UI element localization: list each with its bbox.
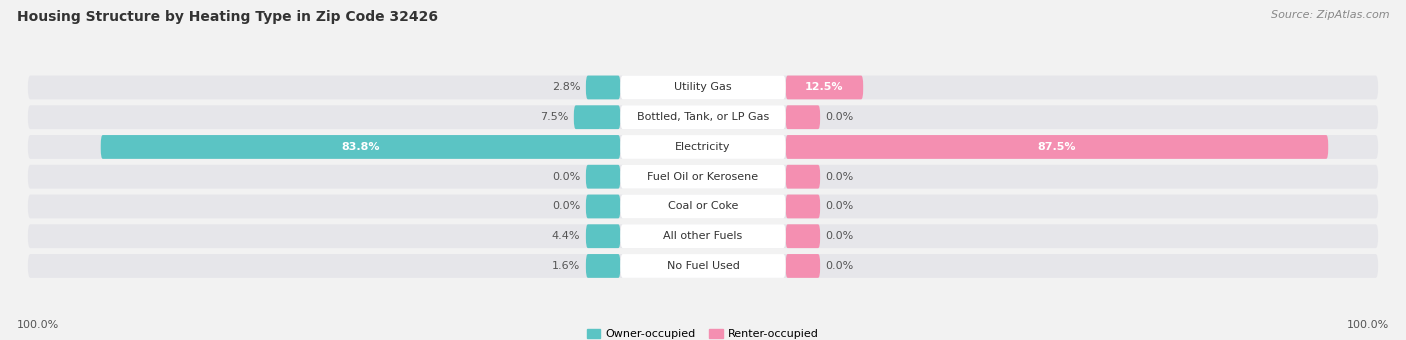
- Legend: Owner-occupied, Renter-occupied: Owner-occupied, Renter-occupied: [586, 329, 820, 339]
- FancyBboxPatch shape: [28, 75, 1378, 99]
- FancyBboxPatch shape: [786, 254, 820, 278]
- FancyBboxPatch shape: [620, 75, 786, 99]
- Text: Source: ZipAtlas.com: Source: ZipAtlas.com: [1271, 10, 1389, 20]
- Text: All other Fuels: All other Fuels: [664, 231, 742, 241]
- FancyBboxPatch shape: [28, 254, 1378, 278]
- Text: 2.8%: 2.8%: [553, 83, 581, 92]
- FancyBboxPatch shape: [786, 165, 820, 189]
- FancyBboxPatch shape: [574, 105, 620, 129]
- Text: Utility Gas: Utility Gas: [675, 83, 731, 92]
- FancyBboxPatch shape: [620, 224, 786, 248]
- Text: 0.0%: 0.0%: [553, 172, 581, 182]
- FancyBboxPatch shape: [786, 135, 1329, 159]
- Text: Coal or Coke: Coal or Coke: [668, 202, 738, 211]
- Text: Electricity: Electricity: [675, 142, 731, 152]
- FancyBboxPatch shape: [786, 224, 820, 248]
- FancyBboxPatch shape: [620, 105, 786, 129]
- Text: Bottled, Tank, or LP Gas: Bottled, Tank, or LP Gas: [637, 112, 769, 122]
- Text: 4.4%: 4.4%: [553, 231, 581, 241]
- Text: 0.0%: 0.0%: [825, 172, 853, 182]
- Text: 0.0%: 0.0%: [825, 261, 853, 271]
- Text: 100.0%: 100.0%: [1347, 320, 1389, 330]
- Text: Fuel Oil or Kerosene: Fuel Oil or Kerosene: [647, 172, 759, 182]
- FancyBboxPatch shape: [786, 194, 820, 218]
- FancyBboxPatch shape: [586, 254, 620, 278]
- Text: 1.6%: 1.6%: [553, 261, 581, 271]
- FancyBboxPatch shape: [620, 254, 786, 278]
- Text: 12.5%: 12.5%: [806, 83, 844, 92]
- FancyBboxPatch shape: [620, 135, 786, 159]
- Text: 87.5%: 87.5%: [1038, 142, 1076, 152]
- FancyBboxPatch shape: [28, 105, 1378, 129]
- Text: Housing Structure by Heating Type in Zip Code 32426: Housing Structure by Heating Type in Zip…: [17, 10, 437, 24]
- FancyBboxPatch shape: [786, 105, 820, 129]
- Text: 100.0%: 100.0%: [17, 320, 59, 330]
- Text: 0.0%: 0.0%: [825, 202, 853, 211]
- FancyBboxPatch shape: [620, 194, 786, 218]
- FancyBboxPatch shape: [586, 75, 620, 99]
- Text: 0.0%: 0.0%: [553, 202, 581, 211]
- Text: 83.8%: 83.8%: [342, 142, 380, 152]
- FancyBboxPatch shape: [101, 135, 620, 159]
- Text: 7.5%: 7.5%: [540, 112, 568, 122]
- FancyBboxPatch shape: [586, 194, 620, 218]
- FancyBboxPatch shape: [28, 224, 1378, 248]
- FancyBboxPatch shape: [586, 224, 620, 248]
- FancyBboxPatch shape: [28, 194, 1378, 218]
- FancyBboxPatch shape: [786, 75, 863, 99]
- FancyBboxPatch shape: [28, 165, 1378, 189]
- Text: No Fuel Used: No Fuel Used: [666, 261, 740, 271]
- FancyBboxPatch shape: [28, 135, 1378, 159]
- FancyBboxPatch shape: [620, 165, 786, 189]
- FancyBboxPatch shape: [586, 165, 620, 189]
- Text: 0.0%: 0.0%: [825, 231, 853, 241]
- Text: 0.0%: 0.0%: [825, 112, 853, 122]
